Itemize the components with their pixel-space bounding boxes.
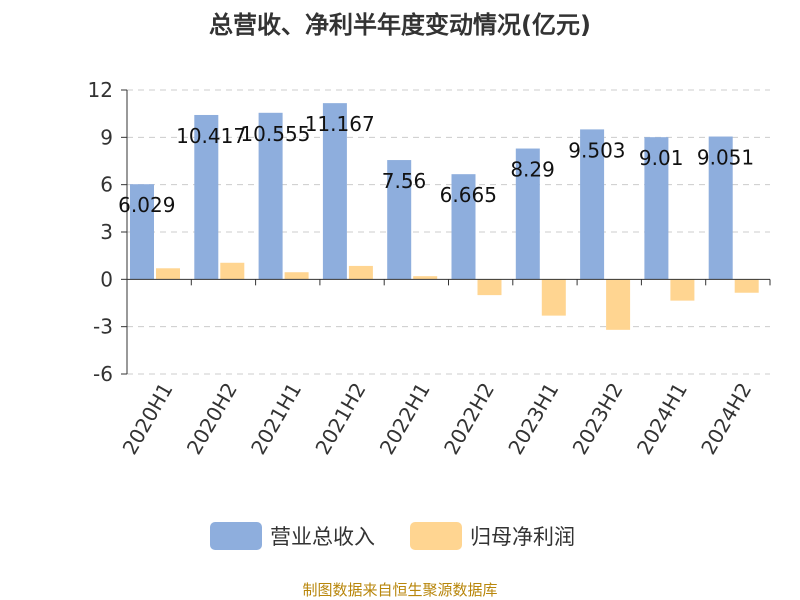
- chart-title: 总营收、净利半年度变动情况(亿元): [209, 11, 591, 39]
- bar-revenue: [322, 103, 347, 280]
- x-tick-label: 2023H2: [568, 379, 628, 459]
- y-tick-label: 3: [100, 220, 113, 244]
- bar-revenue: [708, 136, 733, 280]
- x-tick-label: 2021H2: [310, 379, 370, 459]
- bar-net-profit: [541, 279, 566, 316]
- bar-net-profit: [156, 268, 180, 280]
- y-tick-label: 0: [100, 267, 113, 291]
- legend: 营业总收入 归母净利润: [210, 522, 575, 550]
- legend-swatch: [210, 522, 262, 550]
- source-note: 制图数据来自恒生聚源数据库: [302, 581, 497, 599]
- x-tick-label: 2024H2: [696, 379, 756, 459]
- y-tick-label: -6: [93, 362, 113, 386]
- bar-revenue: [580, 129, 605, 280]
- data-label: 9.051: [697, 146, 754, 170]
- data-label: 6.029: [118, 193, 175, 217]
- legend-label: 归母净利润: [470, 525, 575, 549]
- bar-net-profit: [284, 272, 309, 280]
- bar-net-profit: [606, 279, 631, 330]
- x-tick-label: 2020H1: [118, 379, 178, 459]
- bar-revenue: [130, 184, 154, 280]
- data-label: 9.503: [568, 138, 625, 162]
- bar-net-profit: [734, 279, 759, 293]
- y-tick-label: 6: [100, 173, 113, 197]
- bar-revenue: [515, 148, 540, 280]
- bars-layer: [130, 103, 759, 330]
- data-label: 10.555: [240, 122, 310, 146]
- bar-revenue: [258, 112, 283, 280]
- x-tick-label: 2020H2: [182, 379, 242, 459]
- legend-label: 营业总收入: [270, 525, 375, 549]
- data-label: 6.665: [440, 183, 497, 207]
- bar-revenue: [644, 137, 669, 280]
- legend-swatch: [410, 522, 462, 550]
- bar-net-profit: [477, 279, 502, 296]
- data-label: 9.01: [639, 146, 684, 170]
- bar-revenue: [194, 114, 219, 280]
- data-label: 11.167: [305, 112, 375, 136]
- bar-revenue: [451, 174, 476, 280]
- grid-layer: [127, 89, 770, 375]
- bar-net-profit: [348, 265, 373, 280]
- y-tick-label: 12: [88, 78, 113, 102]
- y-tick-label: 9: [100, 125, 113, 149]
- bar-revenue: [387, 160, 412, 280]
- bar-net-profit: [220, 262, 245, 280]
- x-tick-label: 2022H1: [375, 379, 435, 459]
- data-label: 10.417: [176, 124, 246, 148]
- bar-net-profit: [670, 279, 695, 301]
- x-tick-label: 2023H1: [503, 379, 563, 459]
- x-tick-label: 2022H2: [439, 379, 499, 459]
- y-tick-label: -3: [93, 315, 113, 339]
- data-label: 8.29: [510, 158, 555, 182]
- bar-net-profit: [413, 276, 438, 280]
- data-label: 7.56: [382, 169, 427, 193]
- x-tick-label: 2024H1: [632, 379, 692, 459]
- x-tick-label: 2021H1: [246, 379, 306, 459]
